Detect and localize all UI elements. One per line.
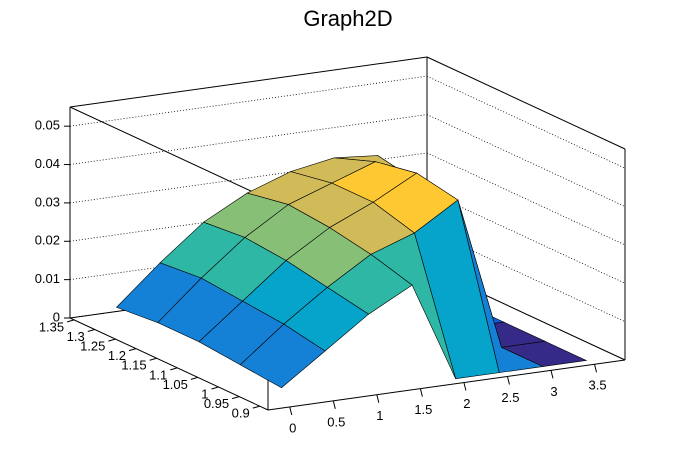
x-tick-label: 2.5: [501, 390, 519, 405]
y-tick-label: 1.15: [121, 358, 146, 373]
z-tick-label: 0.03: [35, 194, 60, 209]
y-tick: [170, 367, 178, 371]
z-tick-label: 0.05: [35, 118, 60, 133]
grid-line: [426, 75, 626, 169]
y-tick-label: 1.05: [163, 377, 188, 392]
z-tick-label: 0: [53, 309, 60, 324]
surface-cell: [239, 323, 326, 389]
x-tick: [332, 400, 336, 409]
x-tick-label: 0.5: [327, 414, 345, 429]
y-tick: [128, 348, 137, 352]
x-tick: [506, 376, 510, 385]
y-tick-label: 1.25: [80, 339, 105, 354]
z-tick-label: 0.02: [35, 233, 60, 248]
grid-line: [426, 114, 626, 207]
y-tick-label: 1.3: [67, 329, 85, 344]
y-tick-label: 1.35: [39, 319, 64, 334]
z-tick-label: 0.04: [35, 156, 60, 171]
x-tick-label: 3: [550, 384, 557, 399]
y-tick-label: 0.9: [232, 406, 250, 421]
y-tick: [252, 405, 260, 409]
y-tick: [211, 386, 219, 390]
y-tick-label: 1.2: [108, 348, 126, 363]
y-tick-label: 1.1: [149, 367, 167, 382]
box-edge: [426, 56, 626, 150]
x-tick-label: 1.5: [414, 402, 432, 417]
grid-line: [69, 75, 428, 127]
x-tick: [289, 406, 293, 416]
box-edge: [69, 317, 269, 411]
box-edge: [267, 359, 626, 411]
x-tick-label: 3.5: [588, 378, 606, 393]
x-tick: [463, 382, 467, 391]
y-tick: [190, 376, 199, 380]
grid-line: [69, 114, 428, 165]
box-edge: [69, 56, 428, 108]
x-tick-label: 1: [376, 408, 383, 423]
y-tick: [231, 396, 240, 400]
x-tick: [594, 364, 598, 373]
y-tick: [66, 319, 75, 323]
x-tick: [550, 370, 554, 379]
z-tick-label: 0.01: [35, 271, 60, 286]
x-tick: [419, 388, 423, 397]
x-tick-label: 2: [463, 396, 470, 411]
y-tick-label: 1: [201, 386, 208, 401]
y-tick: [87, 329, 95, 332]
grid-line: [426, 152, 626, 246]
box-edge: [69, 106, 269, 200]
x-tick: [376, 394, 380, 403]
chart-title: Graph2D: [303, 6, 392, 31]
y-tick: [149, 357, 157, 361]
y-tick: [108, 338, 116, 342]
y-tick-label: 0.95: [204, 396, 229, 411]
x-tick-label: 0: [289, 420, 296, 435]
